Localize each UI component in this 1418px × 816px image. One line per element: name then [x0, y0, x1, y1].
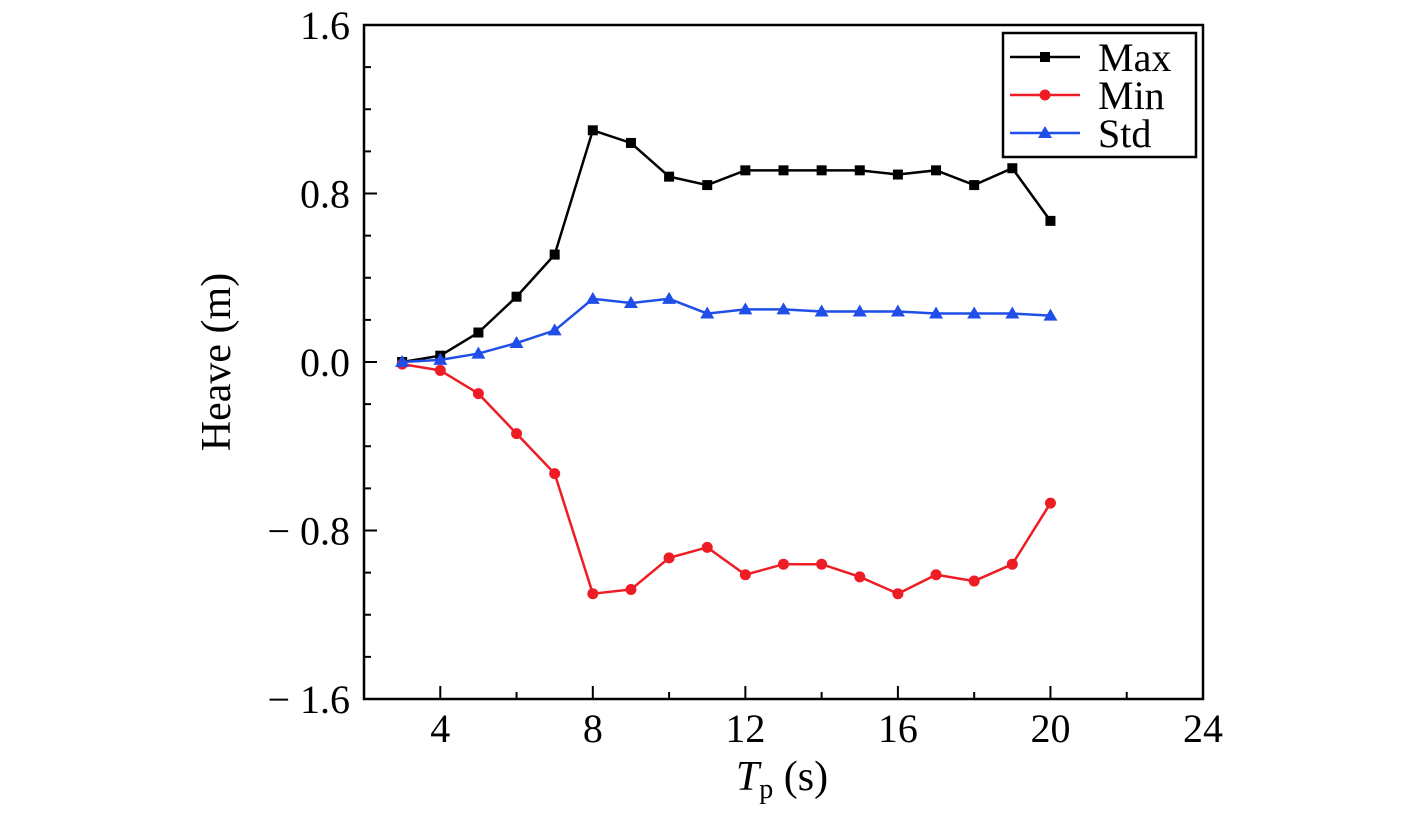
legend-item-min: Min	[1010, 73, 1165, 118]
series-std-point	[929, 306, 944, 319]
series-max-point	[549, 249, 560, 260]
series-std-point	[585, 291, 600, 304]
legend-swatch-marker	[1038, 126, 1052, 138]
y-tick-label: 1.6	[300, 3, 350, 48]
y-axis-title: Heave (m)	[194, 273, 240, 451]
series-min-point	[472, 388, 484, 400]
x-tick-label: 20	[1030, 706, 1070, 751]
x-tick-label: 16	[878, 706, 918, 751]
series-std-point	[967, 306, 982, 319]
series-max-point	[664, 171, 675, 182]
series-max-point	[854, 165, 865, 176]
x-axis-title: Tp (s)	[736, 754, 828, 805]
series-max-line	[401, 128, 1052, 364]
series-min-point	[434, 364, 446, 376]
series-std-point	[395, 355, 410, 367]
series-std-point	[1005, 306, 1020, 319]
series-max-point	[740, 165, 751, 176]
series-min-point	[930, 569, 942, 581]
series-min-point	[892, 588, 904, 600]
series-std-point	[776, 302, 791, 315]
series-max-point	[473, 327, 484, 338]
series-layer	[395, 125, 1058, 600]
series-min-point	[968, 575, 980, 587]
x-tick-label: 24	[1183, 706, 1223, 751]
x-axis-title-unit: (s)	[773, 754, 828, 800]
series-min-point	[816, 558, 828, 570]
x-tick-label: 12	[725, 706, 765, 751]
series-min-line	[401, 362, 1052, 596]
series-max-point	[625, 137, 636, 148]
series-std-point	[471, 346, 486, 359]
series-std-point	[509, 336, 524, 349]
series-std-line	[402, 297, 1051, 364]
series-max	[397, 125, 1056, 367]
series-std-point	[1043, 308, 1058, 321]
series-max-point	[816, 165, 827, 176]
series-min-point	[1044, 497, 1056, 509]
y-tick-label: − 1.6	[267, 677, 350, 722]
series-max-point	[1045, 215, 1056, 226]
series-min-point	[1006, 558, 1018, 570]
x-tick-label: 4	[430, 706, 450, 751]
axis-tick-labels: 4 8 12 16 20 24 − 1.6 − 0.8 0.0 0.8 1.6	[267, 3, 1223, 751]
legend-swatch-marker	[1039, 89, 1051, 101]
series-max-point	[511, 291, 522, 302]
legend-item-max: Max	[1010, 35, 1171, 80]
x-axis-title-subscript: p	[759, 774, 773, 805]
y-tick-label: 0.0	[300, 340, 350, 385]
series-std-point	[852, 304, 867, 317]
series-std-point	[547, 323, 562, 336]
legend-item-std: Std	[1010, 111, 1151, 156]
series-max-point	[702, 180, 713, 191]
legend-label-std: Std	[1098, 111, 1151, 156]
series-min-point	[701, 541, 713, 553]
series-max-point	[778, 165, 789, 176]
series-min	[396, 358, 1056, 600]
series-min-point	[778, 558, 789, 570]
x-axis-title-main: T	[736, 754, 762, 800]
series-min-point	[854, 571, 866, 583]
x-tick-label: 8	[583, 706, 603, 751]
series-std-point	[700, 306, 715, 319]
series-min-point	[663, 552, 675, 564]
series-min-point	[587, 588, 599, 600]
legend-label-min: Min	[1098, 73, 1165, 118]
series-std-point	[890, 304, 905, 317]
series-std	[395, 291, 1058, 367]
series-std-point	[433, 352, 448, 365]
series-max-point	[931, 165, 942, 176]
series-std-point	[738, 302, 753, 315]
series-max-point	[969, 180, 980, 191]
y-tick-label: 0.8	[300, 172, 350, 217]
series-min-point	[625, 583, 637, 595]
legend-label-max: Max	[1098, 35, 1171, 80]
series-max-point	[587, 125, 598, 136]
series-max-point	[892, 169, 903, 180]
series-min-point	[511, 428, 523, 440]
series-std-point	[623, 296, 638, 309]
series-min-point	[739, 569, 751, 581]
series-std-point	[814, 304, 829, 317]
series-std-point	[662, 291, 677, 304]
series-max-point	[1007, 163, 1018, 174]
legend-swatch-marker	[1040, 52, 1050, 62]
series-min-point	[549, 468, 561, 480]
y-tick-label: − 0.8	[267, 509, 350, 554]
axis-ticks	[363, 24, 1204, 700]
